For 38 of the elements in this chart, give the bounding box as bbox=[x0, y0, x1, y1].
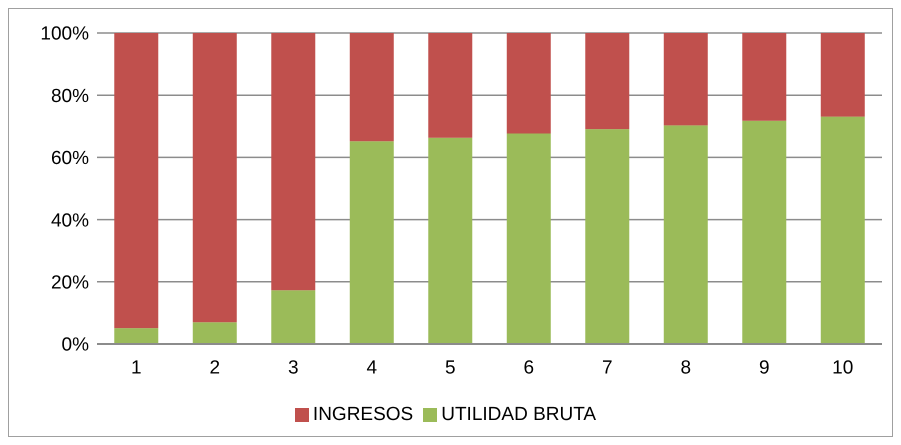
x-tick-label: 10 bbox=[832, 357, 854, 378]
x-tick-label: 9 bbox=[758, 357, 770, 378]
x-tick-label: 4 bbox=[366, 357, 378, 378]
bar bbox=[271, 290, 316, 344]
bar bbox=[114, 33, 158, 328]
x-tick-label: 5 bbox=[444, 357, 456, 378]
bar bbox=[428, 138, 472, 344]
x-tick-label: 6 bbox=[523, 357, 534, 378]
y-tick-label: 20% bbox=[50, 272, 90, 294]
bar bbox=[114, 328, 158, 344]
y-tick-label: 100% bbox=[40, 24, 90, 45]
y-tick-label: 80% bbox=[50, 86, 90, 107]
bar bbox=[506, 33, 551, 134]
legend-label: UTILIDAD BRUTA bbox=[441, 404, 596, 425]
bar bbox=[271, 33, 316, 290]
y-tick-label: 0% bbox=[62, 334, 90, 356]
bar bbox=[585, 129, 630, 344]
bar bbox=[820, 33, 865, 117]
y-tick-label: 60% bbox=[50, 148, 90, 170]
bar bbox=[428, 33, 472, 138]
bar bbox=[350, 141, 394, 344]
bar bbox=[664, 33, 708, 126]
x-tick-label: 3 bbox=[288, 357, 299, 378]
x-tick-label: 2 bbox=[209, 357, 220, 378]
bar bbox=[192, 33, 237, 322]
bar bbox=[350, 33, 394, 142]
bar bbox=[820, 116, 865, 344]
y-tick-label: 40% bbox=[50, 210, 90, 232]
bar bbox=[506, 133, 551, 344]
bar bbox=[585, 33, 630, 130]
x-tick-label: 1 bbox=[130, 357, 142, 378]
legend-label: INGRESOS bbox=[312, 404, 414, 425]
bar bbox=[192, 322, 237, 344]
bar bbox=[664, 125, 708, 344]
x-tick-label: 7 bbox=[602, 357, 613, 378]
bar bbox=[742, 120, 786, 344]
x-tick-label: 8 bbox=[680, 357, 692, 378]
bar bbox=[742, 33, 786, 121]
